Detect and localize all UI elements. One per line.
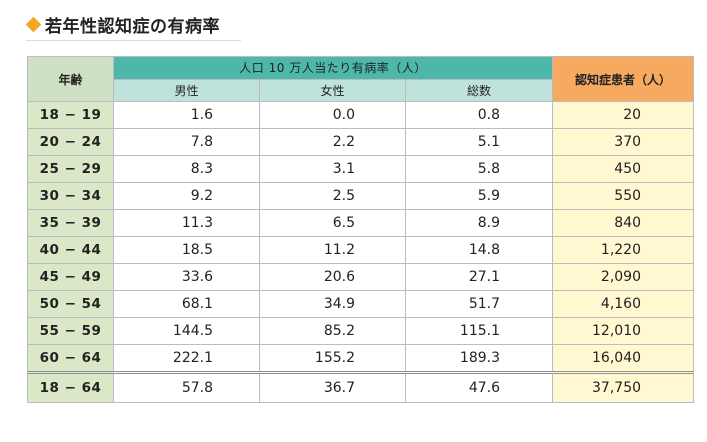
male-rate-cell: 57.8 [113, 371, 260, 403]
male-rate-cell: 222.1 [113, 344, 260, 373]
male-rate-cell: 144.5 [113, 317, 260, 345]
male-rate-cell: 33.6 [113, 263, 260, 291]
male-header: 男性 [113, 78, 260, 102]
male-rate-cell: 8.3 [113, 155, 260, 183]
patients-cell: 840 [552, 209, 695, 237]
diamond-bullet-icon [25, 16, 42, 32]
female-rate-cell: 0.0 [259, 101, 406, 129]
table-row: 50 − 54 68.1 34.9 51.7 4,160 [27, 290, 695, 318]
patients-cell: 370 [552, 128, 695, 156]
prevalence-table: 年齢 人口 10 万人当たり有病率（人） 認知症患者（人） 男性 女性 総数 1… [27, 56, 695, 403]
female-rate-cell: 11.2 [259, 236, 406, 264]
total-rate-cell: 27.1 [404, 263, 554, 291]
age-cell: 45 − 49 [27, 263, 114, 291]
female-rate-cell: 3.1 [259, 155, 406, 183]
patients-cell: 450 [552, 155, 695, 183]
table-row: 18 − 19 1.6 0.0 0.8 20 [27, 101, 695, 129]
patients-cell: 16,040 [552, 344, 695, 373]
male-rate-cell: 18.5 [113, 236, 260, 264]
female-rate-cell: 85.2 [259, 317, 406, 345]
female-header: 女性 [259, 78, 406, 102]
female-rate-cell: 20.6 [259, 263, 406, 291]
table-row: 25 − 29 8.3 3.1 5.8 450 [27, 155, 695, 183]
male-rate-cell: 7.8 [113, 128, 260, 156]
title-row: 若年性認知症の有病率 [25, 12, 220, 37]
age-cell: 18 − 64 [27, 371, 114, 403]
page-title: 若年性認知症の有病率 [45, 16, 220, 37]
patients-cell: 20 [552, 101, 695, 129]
female-rate-cell: 155.2 [259, 344, 406, 373]
male-rate-cell: 9.2 [113, 182, 260, 210]
total-rate-cell: 14.8 [404, 236, 554, 264]
female-rate-cell: 34.9 [259, 290, 406, 318]
table-row: 35 − 39 11.3 6.5 8.9 840 [27, 209, 695, 237]
total-row: 18 − 64 57.8 36.7 47.6 37,750 [27, 371, 695, 403]
total-header: 総数 [404, 78, 554, 102]
total-rate-cell: 51.7 [404, 290, 554, 318]
patients-cell: 37,750 [552, 371, 695, 403]
rate-header: 人口 10 万人当たり有病率（人） [112, 56, 554, 80]
patients-header: 認知症患者（人） [552, 56, 695, 102]
patients-cell: 12,010 [552, 317, 695, 345]
total-rate-cell: 5.9 [404, 182, 554, 210]
female-rate-cell: 2.2 [259, 128, 406, 156]
age-cell: 50 − 54 [27, 290, 114, 318]
table-row: 60 − 64 222.1 155.2 189.3 16,040 [27, 344, 695, 373]
patients-cell: 550 [552, 182, 695, 210]
table-row: 20 − 24 7.8 2.2 5.1 370 [27, 128, 695, 156]
total-rate-cell: 189.3 [404, 344, 554, 373]
age-cell: 25 − 29 [27, 155, 114, 183]
age-cell: 35 − 39 [27, 209, 114, 237]
total-rate-cell: 0.8 [404, 101, 554, 129]
female-rate-cell: 36.7 [259, 371, 406, 403]
total-rate-cell: 5.1 [404, 128, 554, 156]
age-cell: 18 − 19 [27, 101, 114, 129]
age-cell: 30 − 34 [27, 182, 114, 210]
total-rate-cell: 8.9 [404, 209, 554, 237]
age-cell: 40 − 44 [27, 236, 114, 264]
total-rate-cell: 5.8 [404, 155, 554, 183]
patients-cell: 2,090 [552, 263, 695, 291]
age-cell: 60 − 64 [27, 344, 114, 373]
female-rate-cell: 2.5 [259, 182, 406, 210]
age-header: 年齢 [27, 56, 114, 102]
female-rate-cell: 6.5 [259, 209, 406, 237]
table-row: 30 − 34 9.2 2.5 5.9 550 [27, 182, 695, 210]
table-row: 45 − 49 33.6 20.6 27.1 2,090 [27, 263, 695, 291]
male-rate-cell: 11.3 [113, 209, 260, 237]
table-row: 40 − 44 18.5 11.2 14.8 1,220 [27, 236, 695, 264]
total-rate-cell: 115.1 [404, 317, 554, 345]
male-rate-cell: 68.1 [113, 290, 260, 318]
title-underline [26, 40, 241, 41]
age-cell: 20 − 24 [27, 128, 114, 156]
table-row: 55 − 59 144.5 85.2 115.1 12,010 [27, 317, 695, 345]
age-cell: 55 − 59 [27, 317, 114, 345]
patients-cell: 4,160 [552, 290, 695, 318]
male-rate-cell: 1.6 [113, 101, 260, 129]
total-rate-cell: 47.6 [404, 371, 554, 403]
patients-cell: 1,220 [552, 236, 695, 264]
